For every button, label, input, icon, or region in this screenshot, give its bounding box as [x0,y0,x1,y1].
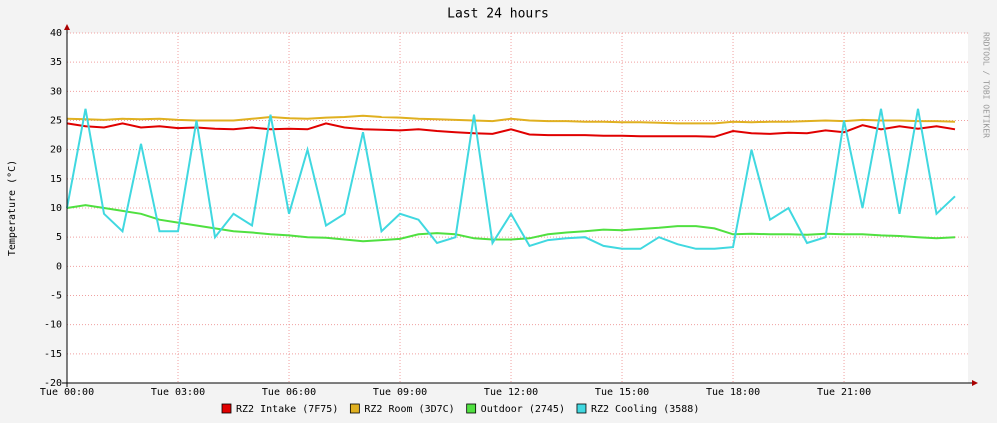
x-tick-label: Tue 21:00 [817,387,871,398]
y-tick-label: 25 [50,116,62,127]
legend-swatch [466,403,477,414]
legend-swatch [221,403,232,414]
x-tick-label: Tue 03:00 [151,387,205,398]
legend-label: RZ2 Room (3D7C) [364,404,454,415]
y-tick-label: 35 [50,57,62,68]
x-arrow [972,380,978,386]
y-axis-label: Temperature (°C) [7,160,18,256]
x-tick-label: Tue 12:00 [484,387,538,398]
legend-label: RZ2 Cooling (3588) [591,404,699,415]
y-tick-label: 0 [56,261,62,272]
y-tick-label: -5 [50,291,62,302]
x-tick-label: Tue 00:00 [40,387,94,398]
x-tick-label: Tue 09:00 [373,387,427,398]
y-tick-label: 30 [50,86,62,97]
y-tick-label: 40 [50,28,62,39]
series-line [66,108,956,250]
y-tick-label: 20 [50,145,62,156]
credit: RRDTOOL / TOBI OETIKER [982,32,991,138]
legend-label: Outdoor (2745) [481,404,565,415]
y-tick-label: -10 [44,320,62,331]
y-tick-label: -20 [44,378,62,389]
legend-swatch [349,403,360,414]
series-line [66,114,956,125]
x-tick-label: Tue 06:00 [262,387,316,398]
x-tick-label: Tue 15:00 [595,387,649,398]
chart-title: Last 24 hours [447,7,549,22]
y-tick-label: 15 [50,174,62,185]
legend-label: RZ2 Intake (7F75) [236,404,338,415]
y-tick-label: -15 [44,349,62,360]
series-line [66,122,956,138]
y-tick-label: 10 [50,203,62,214]
y-tick-label: 5 [56,232,62,243]
legend-swatch [576,403,587,414]
x-tick-label: Tue 18:00 [706,387,760,398]
y-arrow [64,24,70,30]
series-line [66,204,956,243]
